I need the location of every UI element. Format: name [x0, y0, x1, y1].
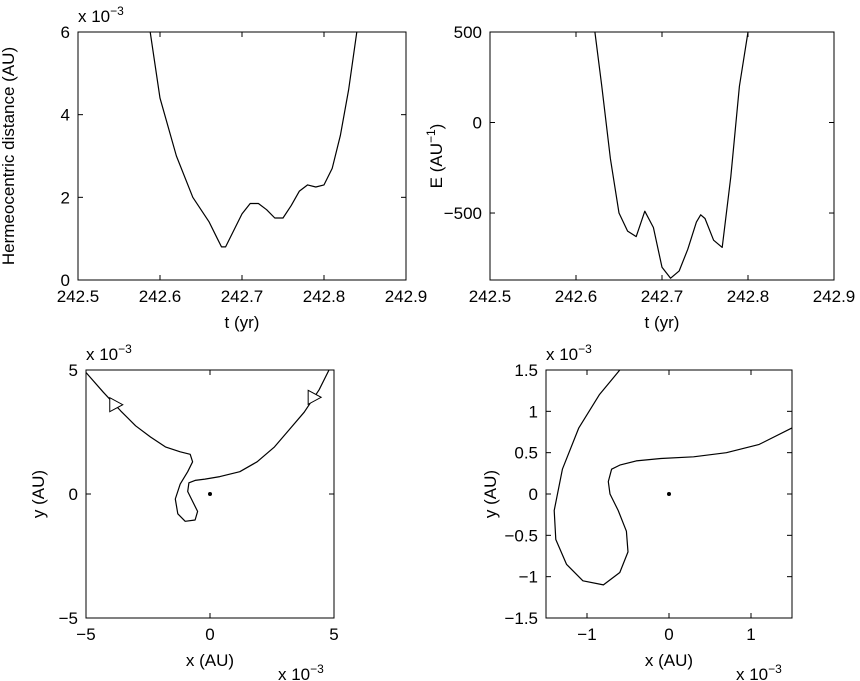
y-tick-label: −1.5 — [504, 609, 538, 628]
y-tick-label: 1 — [529, 402, 538, 421]
y-tick-label: 5 — [69, 361, 78, 380]
x-tick-label: 242.9 — [385, 287, 428, 306]
y-tick: 1 — [529, 402, 792, 421]
x-tick: 5 — [329, 370, 339, 644]
y-tick: 500 — [454, 23, 834, 42]
axes-frame — [77, 31, 407, 281]
y-tick: 2 — [61, 188, 406, 207]
series-line — [149, 32, 358, 248]
x-tick-label: 242.5 — [469, 287, 512, 306]
y-tick-label: 0 — [69, 485, 78, 504]
x-tick-label: −5 — [76, 625, 95, 644]
x-axis-label: x (AU) — [186, 651, 234, 670]
x-axis-label: t (yr) — [225, 313, 260, 332]
y-tick-label: −5 — [59, 609, 78, 628]
x-tick-label: −1 — [577, 625, 596, 644]
y-tick: 0 — [473, 114, 834, 133]
y-tick: 0.5 — [514, 444, 792, 463]
y-axis-multiplier: x 10−3 — [86, 342, 132, 364]
y-tick-label: 2 — [61, 188, 70, 207]
x-tick-label: 5 — [329, 625, 338, 644]
x-tick-label: 1 — [746, 625, 755, 644]
series-line — [553, 370, 792, 586]
y-tick-label: 4 — [61, 106, 70, 125]
y-tick: 0 — [529, 485, 792, 504]
y-axis-label: E (AU−1) — [424, 124, 446, 189]
x-tick-label: 242.7 — [221, 287, 264, 306]
x-tick: 0 — [205, 370, 215, 644]
chart-2: 242.5 242.6 242.7 242.8 242.9 −500 0 500 t (yr) E… — [424, 23, 855, 332]
y-tick-label: 0 — [529, 485, 538, 504]
x-tick: 242.9 — [385, 32, 428, 306]
y-tick: 5 — [69, 361, 334, 380]
y-tick-label: −1 — [519, 568, 538, 587]
x-tick-label: 242.7 — [641, 287, 684, 306]
y-tick-label: 0 — [61, 271, 70, 290]
chart-4: −1 0 1 −1.5 −1 −0.5 0 0.5 1 1.5 x (AU) y (AU) x 10−3… — [481, 342, 793, 681]
x-axis-label: x (AU) — [645, 651, 693, 670]
x-tick: 0 — [664, 370, 674, 644]
y-axis-label: y (AU) — [481, 470, 500, 518]
y-tick-label: 1.5 — [514, 361, 538, 380]
y-tick: −5 — [59, 609, 334, 628]
y-tick: 0 — [69, 485, 334, 504]
y-axis-multiplier: x 10−3 — [546, 342, 592, 364]
x-tick-label: 0 — [664, 625, 673, 644]
axes-frame — [489, 31, 835, 281]
origin-marker — [208, 492, 212, 496]
series-line — [86, 370, 330, 522]
y-axis-multiplier: x 10−3 — [78, 4, 124, 26]
y-tick: 6 — [61, 23, 406, 42]
x-tick: 242.7 — [641, 32, 684, 306]
y-tick-label: 0.5 — [514, 444, 538, 463]
y-tick-label: −500 — [444, 204, 482, 223]
x-tick-label: 242.8 — [303, 287, 346, 306]
x-tick: 242.6 — [555, 32, 598, 306]
y-tick: −500 — [444, 204, 834, 223]
x-tick: 242.5 — [57, 32, 100, 306]
x-tick: 242.8 — [303, 32, 346, 306]
chart-1: 242.5 242.6 242.7 242.8 242.9 0 2 4 6 t (yr) Herme… — [0, 4, 427, 332]
x-tick: 242.7 — [221, 32, 264, 306]
x-axis-multiplier: x 10−3 — [736, 662, 782, 681]
x-axis-multiplier: x 10−3 — [278, 662, 324, 681]
origin-marker — [667, 492, 671, 496]
x-tick: 242.9 — [813, 32, 856, 306]
direction-arrow-icon — [307, 389, 323, 406]
x-tick: 242.6 — [139, 32, 182, 306]
x-tick-label: 242.6 — [139, 287, 182, 306]
x-tick-label: 242.6 — [555, 287, 598, 306]
x-tick-label: 242.5 — [57, 287, 100, 306]
x-tick-label: 242.8 — [727, 287, 770, 306]
y-tick: −1 — [519, 568, 792, 587]
y-axis-label: y (AU) — [29, 470, 48, 518]
y-tick-label: 6 — [61, 23, 70, 42]
x-tick-label: 0 — [205, 625, 214, 644]
y-tick: 1.5 — [514, 361, 792, 380]
y-tick: 0 — [61, 271, 406, 290]
y-tick-label: 500 — [454, 23, 482, 42]
y-tick: −0.5 — [504, 526, 792, 545]
y-tick-label: 0 — [473, 114, 482, 133]
y-tick-label: −0.5 — [504, 526, 538, 545]
x-tick: 242.5 — [469, 32, 512, 306]
y-axis-label: Hermeocentric distance (AU) — [0, 47, 18, 265]
x-tick: 1 — [746, 370, 756, 644]
x-tick-label: 242.9 — [813, 287, 856, 306]
y-tick: 4 — [61, 106, 406, 125]
direction-arrow-icon — [109, 396, 124, 413]
x-tick: 242.8 — [727, 32, 770, 306]
x-tick: −1 — [577, 370, 597, 644]
chart-3: −5 0 5 −5 0 5 x (AU) y (AU) x 10−3 x 10−3 — [29, 342, 339, 681]
y-tick: −1.5 — [504, 609, 792, 628]
x-axis-label: t (yr) — [645, 313, 680, 332]
series-line — [594, 32, 749, 279]
